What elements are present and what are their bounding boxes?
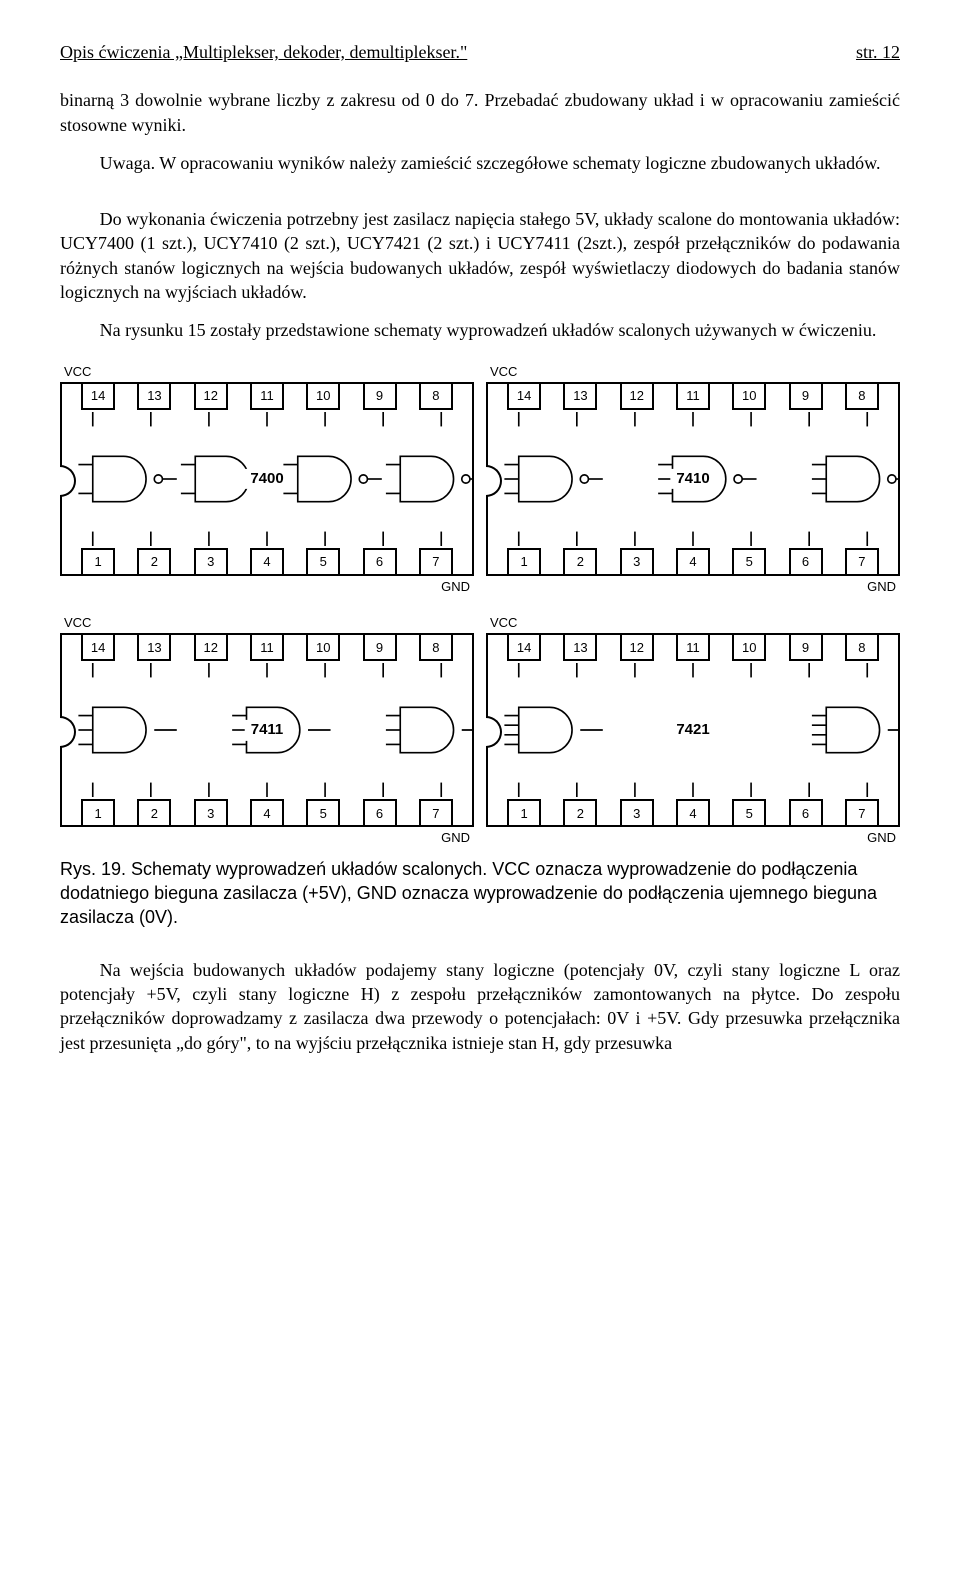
- pin-13: 13: [137, 384, 171, 410]
- pin-2: 2: [137, 548, 171, 574]
- chip-body: 1413121110981234567 7410: [486, 382, 900, 576]
- page-header: Opis ćwiczenia „Multiplekser, dekoder, d…: [60, 40, 900, 64]
- pin-10: 10: [306, 384, 340, 410]
- chip-body: 1413121110981234567 7411: [60, 633, 474, 827]
- pin-3: 3: [620, 548, 654, 574]
- pin-14: 14: [507, 635, 541, 661]
- paragraph-2: Uwaga. W opracowaniu wyników należy zami…: [60, 151, 900, 175]
- header-right: str. 12: [856, 40, 900, 64]
- pins-top: 14 13 12 11 10 98: [488, 635, 898, 661]
- paragraph-1: binarną 3 dowolnie wybrane liczby z zakr…: [60, 88, 900, 137]
- pin-8: 8: [845, 635, 879, 661]
- pin-7: 7: [845, 548, 879, 574]
- pin-8: 8: [419, 635, 453, 661]
- pin-9: 9: [789, 635, 823, 661]
- pins-bottom: 1234567: [488, 799, 898, 825]
- pin-12: 12: [194, 384, 228, 410]
- pin-8: 8: [845, 384, 879, 410]
- pin-6: 6: [363, 548, 397, 574]
- chip-label: 7400: [244, 469, 289, 489]
- pin-3: 3: [620, 799, 654, 825]
- pins-bottom: 1234567: [62, 548, 472, 574]
- ic-7421: VCC1413121110981234567 7421GND: [486, 614, 900, 847]
- paragraph-3: Do wykonania ćwiczenia potrzebny jest za…: [60, 207, 900, 304]
- pin-6: 6: [789, 548, 823, 574]
- pin-11: 11: [250, 384, 284, 410]
- pin-6: 6: [789, 799, 823, 825]
- pin-2: 2: [563, 799, 597, 825]
- pin-11: 11: [676, 384, 710, 410]
- pin-3: 3: [194, 799, 228, 825]
- chip-label: 7421: [670, 720, 715, 740]
- pin-1: 1: [507, 799, 541, 825]
- pin-13: 13: [563, 384, 597, 410]
- figure-caption: Rys. 19. Schematy wyprowadzeń układów sc…: [60, 857, 900, 930]
- pin-11: 11: [676, 635, 710, 661]
- pin-10: 10: [306, 635, 340, 661]
- pin-10: 10: [732, 635, 766, 661]
- vcc-label: VCC: [64, 363, 474, 381]
- ic-7411: VCC1413121110981234567 7411GND: [60, 614, 474, 847]
- pin-9: 9: [363, 384, 397, 410]
- pin-12: 12: [194, 635, 228, 661]
- pin-4: 4: [250, 799, 284, 825]
- chip-body: 1413121110981234567 7421: [486, 633, 900, 827]
- pin-11: 11: [250, 635, 284, 661]
- pin-4: 4: [676, 799, 710, 825]
- gnd-label: GND: [60, 578, 470, 596]
- chip-body: 1413121110981234567 7400: [60, 382, 474, 576]
- pin-14: 14: [81, 635, 115, 661]
- pin-5: 5: [306, 548, 340, 574]
- pin-6: 6: [363, 799, 397, 825]
- pins-bottom: 1234567: [488, 548, 898, 574]
- gnd-label: GND: [486, 829, 896, 847]
- pins-top: 14 13 12 11 10 98: [62, 384, 472, 410]
- pins-bottom: 1234567: [62, 799, 472, 825]
- pin-5: 5: [306, 799, 340, 825]
- ic-7400: VCC1413121110981234567 7400GND: [60, 363, 474, 596]
- pin-7: 7: [845, 799, 879, 825]
- pin-1: 1: [507, 548, 541, 574]
- ic-pinout-diagrams: VCC1413121110981234567 7400GNDVCC1413121…: [60, 363, 900, 847]
- vcc-label: VCC: [64, 614, 474, 632]
- pin-4: 4: [250, 548, 284, 574]
- ic-7410: VCC1413121110981234567 7410GND: [486, 363, 900, 596]
- pin-13: 13: [137, 635, 171, 661]
- pin-14: 14: [81, 384, 115, 410]
- pin-3: 3: [194, 548, 228, 574]
- pin-4: 4: [676, 548, 710, 574]
- pin-9: 9: [789, 384, 823, 410]
- pin-5: 5: [732, 548, 766, 574]
- pins-top: 14 13 12 11 10 98: [488, 384, 898, 410]
- pin-1: 1: [81, 799, 115, 825]
- pin-12: 12: [620, 384, 654, 410]
- pin-14: 14: [507, 384, 541, 410]
- pin-2: 2: [563, 548, 597, 574]
- header-left: Opis ćwiczenia „Multiplekser, dekoder, d…: [60, 40, 467, 64]
- pin-8: 8: [419, 384, 453, 410]
- pin-10: 10: [732, 384, 766, 410]
- chip-label: 7411: [245, 720, 290, 740]
- paragraph-5: Na wejścia budowanych układów podajemy s…: [60, 958, 900, 1055]
- gnd-label: GND: [486, 578, 896, 596]
- pin-7: 7: [419, 799, 453, 825]
- pin-7: 7: [419, 548, 453, 574]
- vcc-label: VCC: [490, 614, 900, 632]
- pin-5: 5: [732, 799, 766, 825]
- pin-12: 12: [620, 635, 654, 661]
- pin-1: 1: [81, 548, 115, 574]
- chip-label: 7410: [670, 469, 715, 489]
- pin-13: 13: [563, 635, 597, 661]
- gnd-label: GND: [60, 829, 470, 847]
- pin-2: 2: [137, 799, 171, 825]
- pin-9: 9: [363, 635, 397, 661]
- paragraph-4: Na rysunku 15 zostały przedstawione sche…: [60, 318, 900, 342]
- pins-top: 14 13 12 11 10 98: [62, 635, 472, 661]
- vcc-label: VCC: [490, 363, 900, 381]
